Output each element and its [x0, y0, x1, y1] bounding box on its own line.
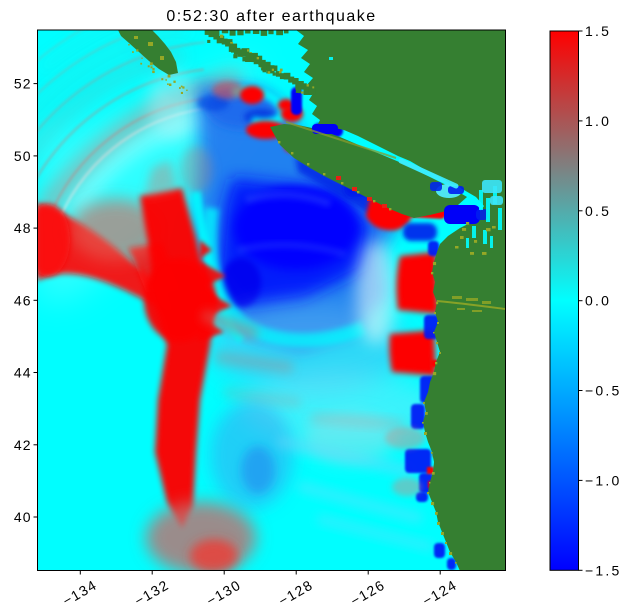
svg-text:52: 52	[14, 76, 32, 92]
svg-text:44: 44	[14, 365, 32, 381]
svg-text:50: 50	[14, 148, 32, 164]
svg-text:0.5: 0.5	[585, 203, 611, 219]
svg-text:−1.0: −1.0	[585, 472, 621, 488]
svg-text:0.0: 0.0	[585, 293, 611, 309]
svg-text:1.0: 1.0	[585, 113, 611, 129]
svg-text:0:52:30 after earthquake: 0:52:30 after earthquake	[166, 8, 376, 25]
svg-text:42: 42	[14, 437, 32, 453]
svg-text:−1.5: −1.5	[585, 562, 621, 578]
svg-text:1.5: 1.5	[585, 23, 611, 39]
svg-text:46: 46	[14, 292, 32, 308]
svg-text:48: 48	[14, 220, 32, 236]
svg-text:40: 40	[14, 509, 32, 525]
svg-text:−0.5: −0.5	[585, 383, 621, 399]
